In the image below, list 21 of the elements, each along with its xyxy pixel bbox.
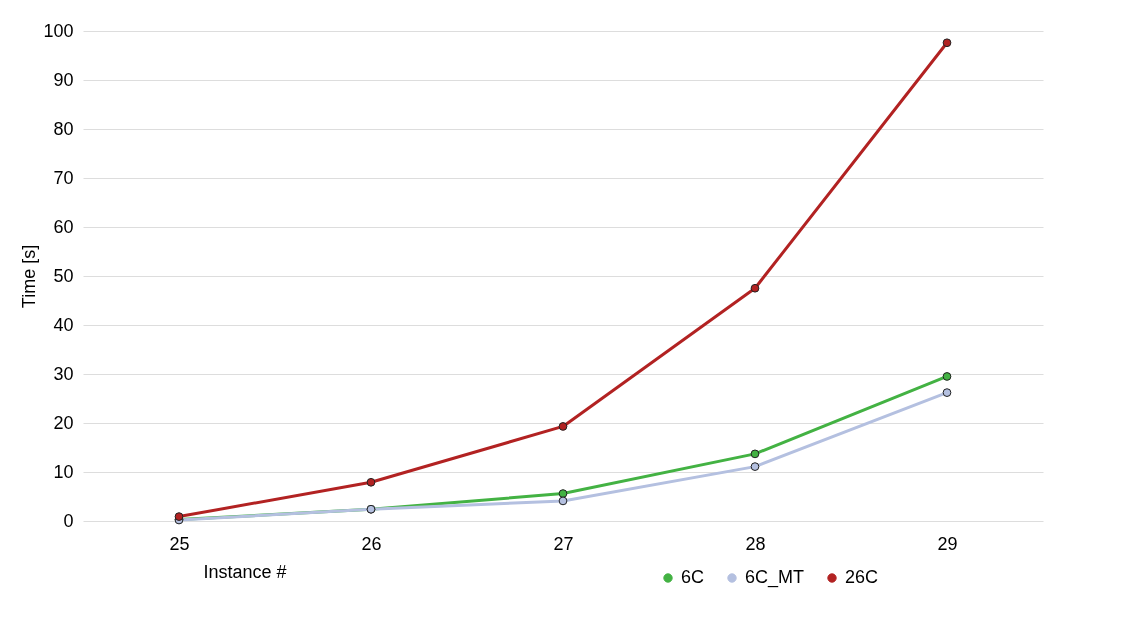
x-tick-label: 26 [361,533,382,554]
y-tick-label: 70 [53,167,74,188]
y-tick-label: 0 [63,510,74,531]
legend-label: 6C [681,567,705,587]
y-tick-label: 100 [43,20,74,41]
x-tick-label: 28 [745,533,766,554]
x-tick-label: 25 [169,533,190,554]
y-tick-label: 20 [53,412,74,433]
legend-label: 6C_MT [745,567,805,588]
x-tick-label: 27 [553,533,574,554]
y-tick-label: 80 [53,118,74,139]
x-axis-title: Instance # [203,561,287,582]
y-tick-label: 90 [53,69,74,90]
y-axis-title: Time [s] [19,244,40,309]
legend-label: 26C [845,567,879,587]
x-tick-label: 29 [937,533,958,554]
y-tick-label: 60 [53,216,74,237]
y-tick-label: 50 [53,265,74,286]
y-tick-label: 10 [53,461,74,482]
y-tick-label: 40 [53,314,74,335]
y-tick-label: 30 [53,363,74,384]
